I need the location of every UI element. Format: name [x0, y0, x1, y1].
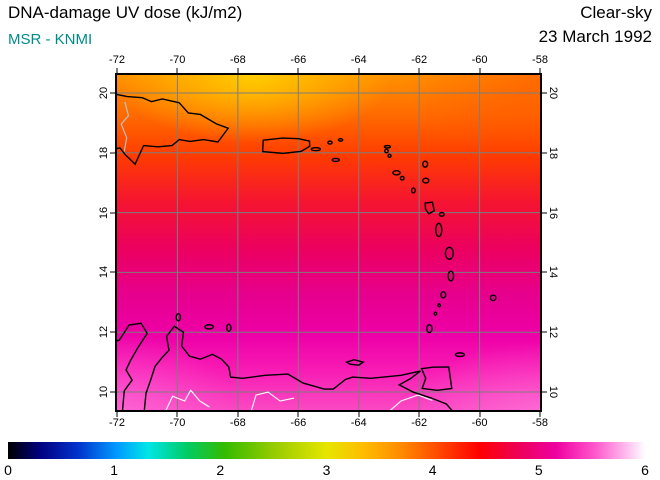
- map-plot: -72 -72 -70 -70 -68 -68 -66 -66 -64 -64 -62 -62 -60 -…: [98, 54, 559, 429]
- lon-tick-bottom: [418, 410, 420, 417]
- colorbar-tick-label: 2: [216, 462, 225, 478]
- lat-label-left: 20: [98, 86, 110, 100]
- lat-tick-left: [110, 92, 117, 94]
- sky-condition-label: Clear-sky: [580, 3, 652, 22]
- lat-label-left: 10: [98, 385, 110, 399]
- lon-tick-top: [116, 68, 118, 75]
- colorbar-tick-label: 0: [4, 462, 12, 478]
- lon-tick-top: [297, 68, 299, 75]
- colorbar-gradient: [8, 442, 645, 459]
- colorbar-tick-label: 5: [534, 462, 543, 478]
- lon-tick-top: [479, 68, 481, 75]
- lat-label-left: 14: [98, 266, 110, 279]
- lat-label-right: 10: [547, 385, 559, 399]
- lat-label-left: 18: [98, 146, 110, 159]
- lon-tick-bottom: [237, 410, 239, 417]
- lat-tick-right: [540, 331, 547, 333]
- lat-tick-left: [110, 271, 117, 273]
- lon-label-bottom: -68: [229, 417, 246, 429]
- lon-label-bottom: -62: [411, 417, 428, 429]
- lon-tick-bottom: [358, 410, 360, 417]
- lat-label-right: 12: [547, 326, 559, 339]
- lon-label-bottom: -72: [109, 417, 125, 429]
- lat-label-right: 18: [547, 146, 559, 159]
- lat-tick-right: [540, 152, 547, 154]
- coastlines: [117, 94, 496, 410]
- lon-tick-top: [358, 68, 360, 75]
- grid-lines: [117, 75, 540, 410]
- lat-tick-left: [110, 331, 117, 333]
- lon-tick-top: [237, 68, 239, 75]
- lon-label-bottom: -66: [290, 417, 307, 429]
- lon-label-bottom: -64: [350, 417, 367, 429]
- lon-label-top: -70: [169, 54, 186, 66]
- colorbar-tick-label: 1: [110, 462, 119, 478]
- lat-tick-right: [540, 92, 547, 94]
- lon-tick-top: [418, 68, 420, 75]
- lat-label-left: 16: [98, 206, 110, 219]
- lat-tick-right: [540, 391, 547, 393]
- lat-label-right: 14: [547, 266, 559, 279]
- lat-tick-right: [540, 271, 547, 273]
- lon-label-top: -68: [229, 54, 246, 66]
- lat-tick-left: [110, 391, 117, 393]
- lat-tick-right: [540, 212, 547, 214]
- colorbar-tick-label: 3: [322, 462, 331, 478]
- lon-tick-top: [539, 68, 541, 75]
- date-label: 23 March 1992: [538, 27, 652, 46]
- source-label: MSR - KNMI: [8, 31, 93, 48]
- lat-label-right: 16: [547, 206, 559, 219]
- page-title: DNA-damage UV dose (kJ/m2): [8, 3, 243, 22]
- lon-label-bottom: -58: [532, 417, 548, 429]
- lon-tick-top: [176, 68, 178, 75]
- lon-label-top: -72: [109, 54, 125, 66]
- colorbar: 0 1 2 3 4 5 6: [4, 442, 649, 478]
- lat-label-left: 12: [98, 326, 110, 339]
- lat-tick-left: [110, 152, 117, 154]
- lon-label-top: -60: [471, 54, 488, 66]
- lon-label-top: -64: [350, 54, 367, 66]
- map-overlay: [117, 75, 540, 410]
- lon-tick-bottom: [176, 410, 178, 417]
- lat-label-right: 20: [547, 86, 559, 100]
- lon-tick-bottom: [297, 410, 299, 417]
- lon-label-top: -66: [290, 54, 307, 66]
- lat-tick-left: [110, 212, 117, 214]
- lon-tick-bottom: [479, 410, 481, 417]
- lon-tick-bottom: [539, 410, 541, 417]
- colorbar-tick-label: 4: [428, 462, 437, 478]
- colorbar-tick-label: 6: [641, 462, 649, 478]
- lon-label-top: -62: [411, 54, 428, 66]
- lon-tick-bottom: [116, 410, 118, 417]
- lon-label-bottom: -60: [471, 417, 488, 429]
- lon-label-top: -58: [532, 54, 548, 66]
- lon-label-bottom: -70: [169, 417, 186, 429]
